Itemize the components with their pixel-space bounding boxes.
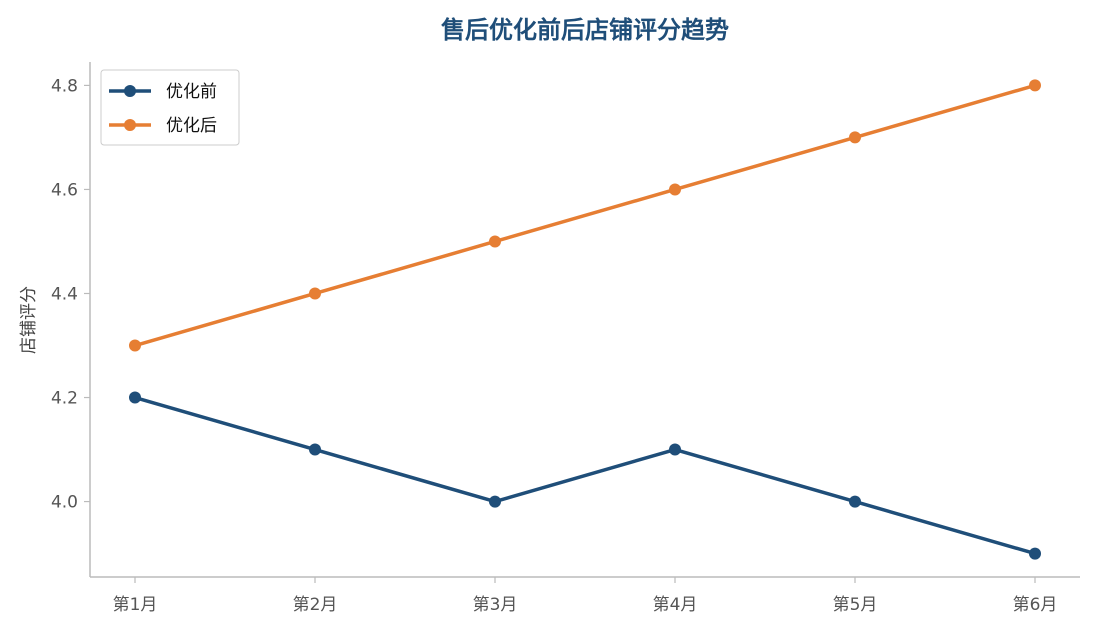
legend-item: 优化后	[109, 116, 217, 136]
data-point	[669, 183, 681, 196]
data-point	[1029, 79, 1041, 92]
data-point	[849, 495, 861, 508]
legend-item: 优化前	[109, 82, 217, 102]
y-axis-label: 店铺评分	[19, 286, 39, 354]
data-point	[489, 235, 501, 248]
data-point	[309, 287, 321, 300]
series-line	[133, 83, 1037, 348]
data-point	[669, 443, 681, 456]
x-axis-ticks: 第1月 第2月 第3月 第4月 第5月 第6月	[113, 577, 1058, 615]
data-point	[849, 131, 861, 144]
data-point	[309, 443, 321, 456]
legend-swatch-marker	[124, 119, 136, 131]
data-point	[489, 495, 501, 508]
y-tick-label: 4.0	[51, 493, 78, 513]
axes	[89, 62, 1080, 578]
x-tick-label: 第2月	[293, 595, 338, 615]
x-tick-label: 第5月	[833, 595, 878, 615]
x-tick-label: 第4月	[653, 595, 698, 615]
x-tick-label: 第3月	[473, 595, 518, 615]
data-point	[129, 339, 141, 352]
x-tick-label: 第6月	[1013, 595, 1058, 615]
data-point	[129, 391, 141, 404]
legend-swatch-marker	[124, 85, 136, 97]
y-tick-label: 4.6	[51, 180, 78, 200]
legend-label: 优化后	[166, 116, 217, 136]
y-tick-label: 4.2	[51, 389, 78, 409]
series-line	[133, 395, 1037, 556]
legend-label: 优化前	[166, 82, 217, 102]
chart-title: 售后优化前后店铺评分趋势	[441, 16, 729, 44]
x-tick-label: 第1月	[113, 595, 158, 615]
series-1	[129, 391, 1041, 560]
data-point	[1029, 547, 1041, 560]
y-tick-label: 4.4	[51, 284, 78, 304]
series-layer	[129, 79, 1041, 560]
series-2	[129, 79, 1041, 352]
y-axis-ticks: 4.0 4.2 4.4 4.6 4.8	[51, 76, 90, 513]
y-tick-label: 4.8	[51, 76, 78, 96]
